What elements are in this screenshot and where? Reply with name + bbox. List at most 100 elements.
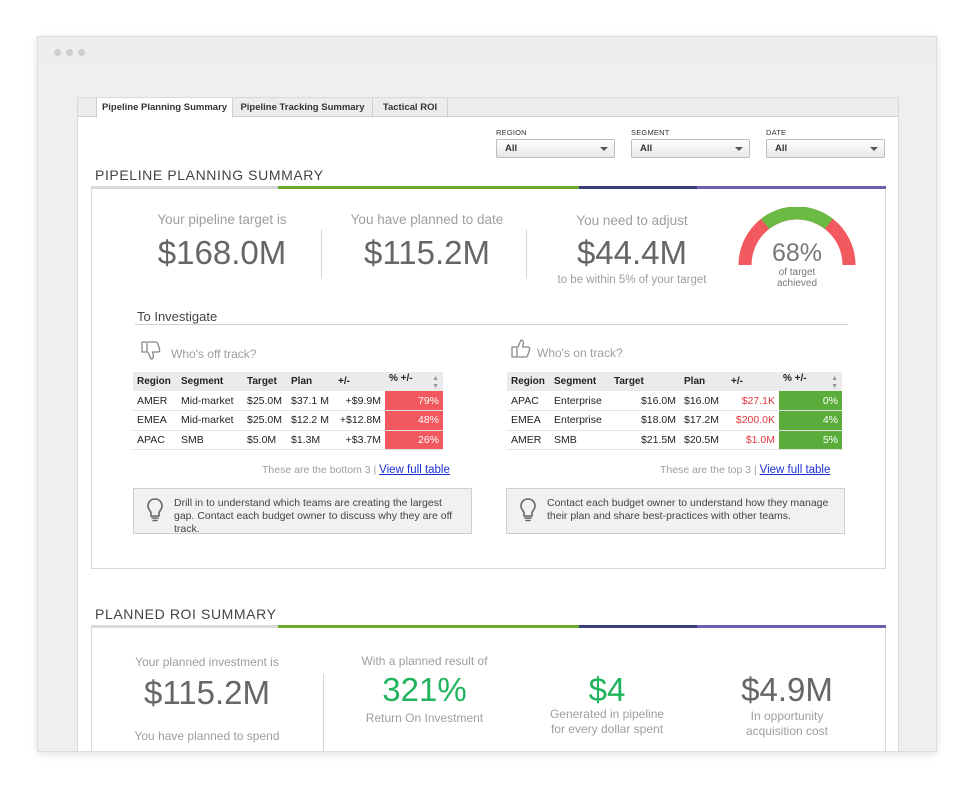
column-header-label: % +/- xyxy=(389,372,413,384)
window-dot-icon xyxy=(78,49,85,56)
table-row[interactable]: AMER SMB $21.5M $20.5M $1.0M 5% xyxy=(507,430,842,450)
segment-select-value: All xyxy=(640,143,653,154)
investigate-rule xyxy=(135,324,848,325)
planning-panel: Your pipeline target is $168.0M You have… xyxy=(91,189,886,569)
region-cell: AMER xyxy=(133,391,177,411)
result-label: With a planned result of xyxy=(361,654,488,668)
thumbs-down-icon xyxy=(141,341,161,360)
region-select[interactable]: All xyxy=(496,139,615,158)
diff-cell: +$3.7M xyxy=(334,430,385,450)
investment-sub: You have planned to spend xyxy=(134,729,280,743)
investment-value: $115.2M xyxy=(144,674,270,711)
cost-sub-1: In opportunity xyxy=(750,709,824,723)
section-rule xyxy=(91,186,886,189)
planned-label: You have planned to date xyxy=(350,212,504,227)
divider xyxy=(526,229,527,279)
lightbulb-icon xyxy=(520,498,536,522)
column-header[interactable]: % +/- ▲ ▼ xyxy=(779,372,842,391)
table-row[interactable]: AMER Mid-market $25.0M $37.1 M +$9.9M 79… xyxy=(133,391,443,411)
off-track-view-full-table-link[interactable]: View full table xyxy=(379,464,450,476)
table-header-row: Region Segment Target Plan +/- % +/- ▲ ▼ xyxy=(507,372,842,391)
date-select[interactable]: All xyxy=(766,139,885,158)
target-cell: $25.0M xyxy=(243,391,287,411)
target-cell: $5.0M xyxy=(243,430,287,450)
on-track-footnote: These are the top 3 | View full table xyxy=(660,464,830,476)
column-header[interactable]: Plan xyxy=(680,372,727,391)
segment-select[interactable]: All xyxy=(631,139,750,158)
target-value: $168.0M xyxy=(157,234,287,271)
gauge-fill xyxy=(761,207,833,230)
column-header[interactable]: % +/- ▲ ▼ xyxy=(385,372,443,391)
window-dot-icon xyxy=(54,49,61,56)
dashboard: Pipeline Planning Summary Pipeline Track… xyxy=(77,97,899,751)
on-track-label: Who's on track? xyxy=(537,346,623,360)
target-cell: $18.0M xyxy=(610,410,680,431)
diff-cell: $1.0M xyxy=(727,430,779,450)
tab-pipeline-planning-summary[interactable]: Pipeline Planning Summary xyxy=(96,98,233,118)
column-header[interactable]: Target xyxy=(610,372,680,391)
target-cell: $25.0M xyxy=(243,410,287,431)
region-select-value: All xyxy=(505,143,518,154)
plan-cell: $12.2 M xyxy=(287,410,334,431)
off-track-tip: Drill in to understand which teams are c… xyxy=(133,488,472,535)
column-header[interactable]: +/- xyxy=(334,372,385,391)
plan-cell: $16.0M xyxy=(680,391,727,411)
segment-cell: SMB xyxy=(177,430,243,450)
date-filter-label: DATE xyxy=(766,128,787,137)
column-header[interactable]: Target xyxy=(243,372,287,391)
sort-icon[interactable]: ▲ ▼ xyxy=(831,374,838,390)
on-track-view-full-table-link[interactable]: View full table xyxy=(759,464,831,476)
browser-window: Pipeline Planning Summary Pipeline Track… xyxy=(37,36,937,752)
dollar-sub-1: Generated in pipeline xyxy=(549,707,665,721)
percent-cell: 26% xyxy=(385,430,443,450)
segment-cell: Mid-market xyxy=(177,391,243,411)
on-track-footnote-text: These are the top 3 | xyxy=(660,464,757,476)
column-header[interactable]: Segment xyxy=(550,372,610,391)
diff-cell: $27.1K xyxy=(727,391,779,411)
section-rule xyxy=(91,625,886,628)
diff-cell: +$12.8M xyxy=(334,410,385,431)
gauge-caption-2: achieved xyxy=(776,278,818,289)
table-row[interactable]: EMEA Mid-market $25.0M $12.2 M +$12.8M 4… xyxy=(133,410,443,431)
tab-tactical-roi[interactable]: Tactical ROI xyxy=(373,98,448,117)
column-header[interactable]: +/- xyxy=(727,372,779,391)
segment-cell: Mid-market xyxy=(177,410,243,431)
region-cell: EMEA xyxy=(133,410,177,431)
off-track-label: Who's off track? xyxy=(171,347,257,361)
diff-cell: +$9.9M xyxy=(334,391,385,411)
result-sub: Return On Investment xyxy=(365,711,484,725)
window-titlebar xyxy=(38,37,936,67)
date-filter: DATE All xyxy=(766,128,885,158)
table-row[interactable]: APAC SMB $5.0M $1.3M +$3.7M 26% xyxy=(133,430,443,450)
on-track-tip-text: Contact each budget owner to understand … xyxy=(547,497,829,522)
plan-cell: $1.3M xyxy=(287,430,334,450)
table-header-row: Region Segment Target Plan +/- % +/- ▲ ▼ xyxy=(133,372,443,391)
tab-bar: Pipeline Planning Summary Pipeline Track… xyxy=(78,98,898,118)
column-header[interactable]: Segment xyxy=(177,372,243,391)
segment-cell: SMB xyxy=(550,430,610,450)
percent-cell: 0% xyxy=(779,391,842,411)
on-track-table: Region Segment Target Plan +/- % +/- ▲ ▼ A… xyxy=(507,372,842,450)
region-filter-label: REGION xyxy=(496,128,527,137)
off-track-footnote-text: These are the bottom 3 | xyxy=(262,464,377,476)
investigate-title: To Investigate xyxy=(137,309,218,324)
thumbs-up-icon xyxy=(511,339,531,358)
region-cell: EMEA xyxy=(507,410,550,431)
column-header[interactable]: Region xyxy=(507,372,550,391)
roi-title: PLANNED ROI SUMMARY xyxy=(95,606,277,622)
tab-pipeline-tracking-summary[interactable]: Pipeline Tracking Summary xyxy=(233,98,373,117)
region-cell: AMER xyxy=(507,430,550,450)
divider xyxy=(321,229,322,279)
adjust-label: You need to adjust xyxy=(576,213,688,228)
diff-cell: $200.0K xyxy=(727,410,779,431)
cost-sub-2: acquisition cost xyxy=(745,724,829,738)
target-cell: $16.0M xyxy=(610,391,680,411)
off-track-table: Region Segment Target Plan +/- % +/- ▲ ▼ A… xyxy=(133,372,443,450)
sort-icon[interactable]: ▲ ▼ xyxy=(432,374,439,390)
table-row[interactable]: APAC Enterprise $16.0M $16.0M $27.1K 0% xyxy=(507,391,842,411)
table-row[interactable]: EMEA Enterprise $18.0M $17.2M $200.0K 4% xyxy=(507,410,842,431)
column-header[interactable]: Plan xyxy=(287,372,334,391)
gauge-percent: 68% xyxy=(771,239,823,267)
roi-panel: Your planned investment is $115.2M You h… xyxy=(91,628,886,751)
column-header[interactable]: Region xyxy=(133,372,177,391)
